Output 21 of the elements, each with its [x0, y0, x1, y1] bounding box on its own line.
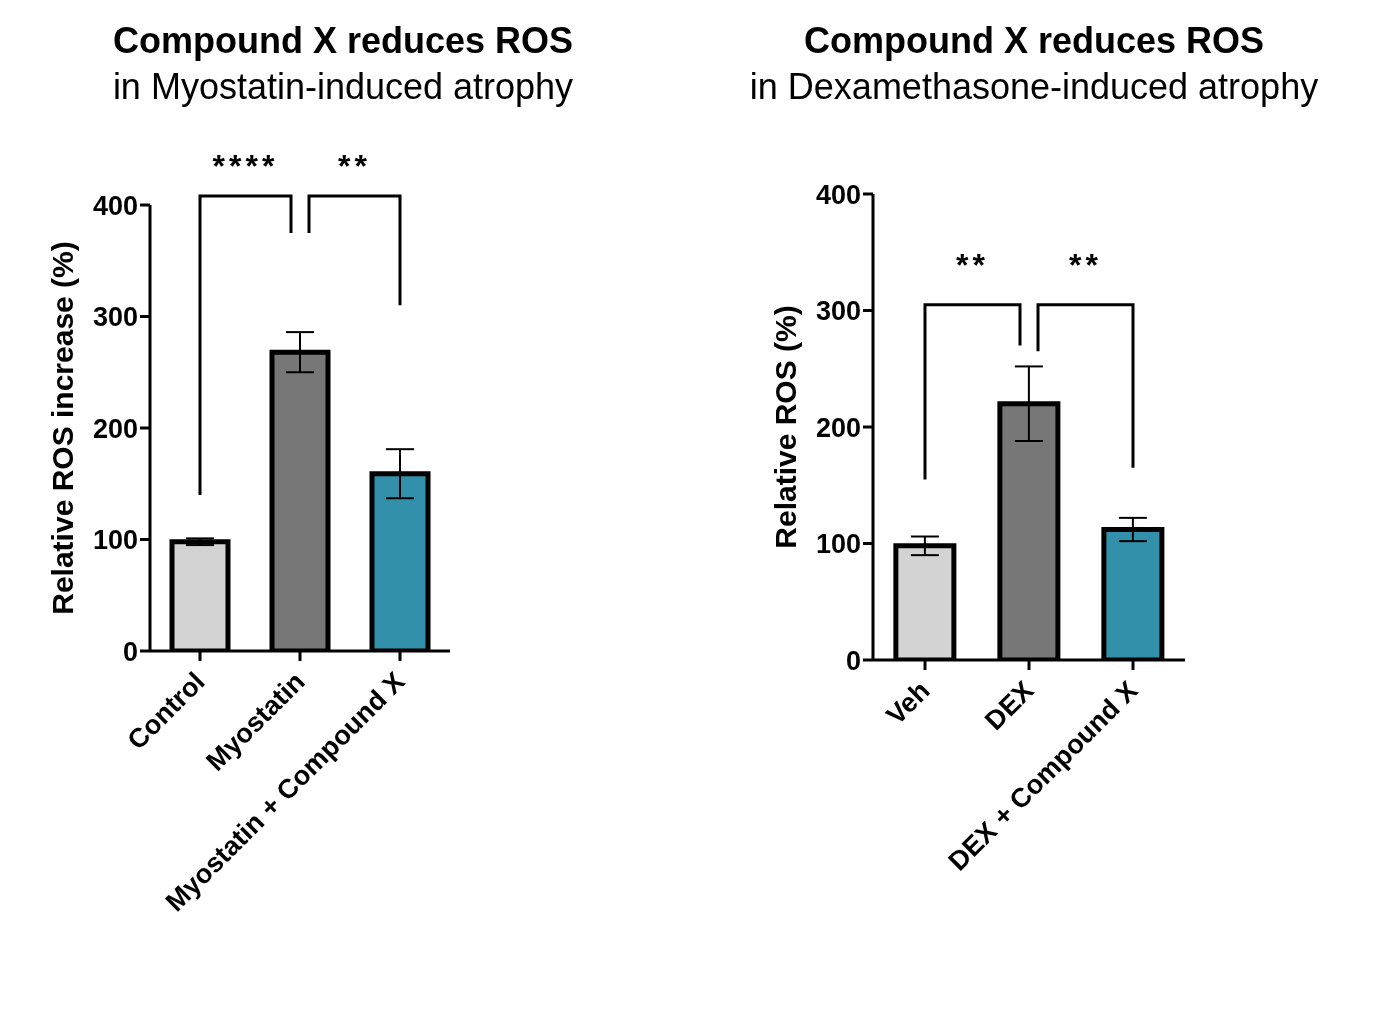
y-tick-label: 200 [92, 413, 138, 444]
chart-title: Compound X reduces ROS [111, 19, 575, 63]
x-tick-label: Veh [880, 675, 936, 731]
text: **** [212, 148, 279, 185]
y-tick-label: 0 [122, 636, 138, 667]
annotation: ** [956, 246, 989, 283]
chart-subtitle: in Myostatin-induced atrophy [111, 65, 575, 109]
chart-title: Compound X reduces ROS [802, 19, 1266, 63]
y-tick-label: 300 [92, 302, 138, 333]
annotation: ** [1069, 246, 1102, 283]
y-axis-title: Relative ROS increase (%) [45, 241, 79, 615]
y-tick-label: 200 [815, 412, 861, 443]
y-tick-label: 100 [92, 525, 138, 556]
y-tick-label: 300 [815, 296, 861, 327]
chart-subtitle: in Dexamethasone-induced atrophy [748, 65, 1320, 109]
y-tick-label: 400 [92, 190, 138, 221]
y-tick-label: 0 [845, 645, 861, 676]
y-axis-title: Relative ROS (%) [768, 305, 802, 549]
y-tick-label: 100 [815, 529, 861, 560]
y-tick-label: 400 [815, 179, 861, 210]
text: ** [338, 148, 371, 185]
